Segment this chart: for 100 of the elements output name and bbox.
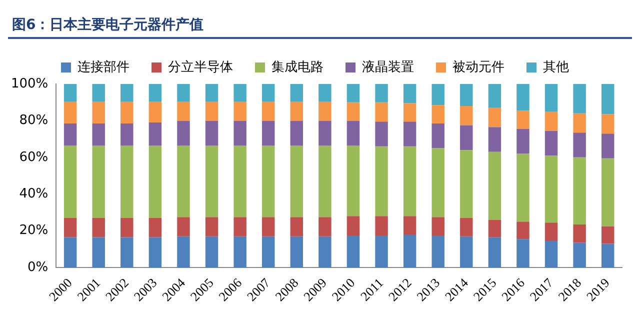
bar bbox=[262, 236, 275, 268]
bar bbox=[601, 134, 614, 158]
bar bbox=[290, 120, 304, 146]
bar bbox=[64, 84, 77, 102]
bar bbox=[488, 108, 502, 128]
bar bbox=[290, 236, 304, 268]
bar bbox=[148, 84, 162, 102]
bar bbox=[346, 102, 360, 121]
legend-label: 集成电路 bbox=[272, 60, 324, 75]
bar bbox=[318, 236, 332, 268]
bar bbox=[346, 146, 360, 216]
bar bbox=[148, 101, 162, 123]
bar bbox=[120, 146, 134, 218]
bar bbox=[177, 120, 190, 146]
bar bbox=[432, 84, 444, 106]
bar bbox=[601, 244, 614, 268]
bar bbox=[92, 237, 105, 268]
bar bbox=[234, 120, 246, 146]
bar bbox=[544, 156, 558, 223]
bar bbox=[205, 146, 218, 218]
bar bbox=[234, 101, 246, 121]
bar bbox=[516, 84, 530, 111]
bar bbox=[205, 84, 218, 102]
bar bbox=[375, 84, 388, 102]
bar bbox=[573, 224, 586, 243]
legend-label: 液晶装置 bbox=[362, 60, 414, 75]
bar bbox=[488, 127, 502, 152]
bar bbox=[148, 146, 162, 218]
bar bbox=[234, 236, 246, 268]
bar bbox=[573, 113, 586, 133]
bar bbox=[544, 84, 558, 112]
bar bbox=[318, 120, 332, 146]
bar bbox=[516, 222, 530, 240]
bar bbox=[516, 110, 530, 129]
y-tick-label: 20% bbox=[19, 223, 48, 238]
y-tick-label: 60% bbox=[19, 150, 48, 165]
bar bbox=[290, 101, 304, 121]
bar bbox=[234, 217, 246, 236]
bar bbox=[148, 237, 162, 268]
bar bbox=[403, 146, 416, 216]
bar bbox=[234, 146, 246, 218]
bar bbox=[205, 217, 218, 236]
bar bbox=[460, 236, 473, 268]
bar bbox=[488, 220, 502, 238]
bar bbox=[318, 101, 332, 121]
bar bbox=[403, 234, 416, 268]
bar bbox=[346, 120, 360, 146]
bar bbox=[573, 157, 586, 224]
bar bbox=[177, 146, 190, 218]
bar bbox=[432, 105, 444, 124]
bar bbox=[92, 146, 105, 218]
bar bbox=[544, 130, 558, 156]
y-tick-label: 100% bbox=[10, 76, 48, 92]
bar bbox=[290, 84, 304, 102]
bar bbox=[403, 122, 416, 146]
legend-label: 被动元件 bbox=[452, 60, 504, 75]
bar bbox=[346, 235, 360, 268]
bar bbox=[205, 101, 218, 121]
bar bbox=[488, 237, 502, 268]
bar bbox=[92, 218, 105, 238]
bar bbox=[64, 146, 77, 218]
bar bbox=[403, 216, 416, 235]
bar bbox=[346, 84, 360, 102]
bar bbox=[64, 123, 77, 146]
bar bbox=[432, 148, 444, 218]
bar bbox=[177, 101, 190, 121]
bar bbox=[64, 237, 77, 268]
bar bbox=[544, 222, 558, 241]
bar bbox=[516, 154, 530, 222]
bar bbox=[601, 158, 614, 226]
bar bbox=[432, 217, 444, 236]
y-tick-label: 0% bbox=[28, 260, 48, 275]
bar bbox=[432, 235, 444, 268]
bar bbox=[601, 84, 614, 114]
bar bbox=[262, 101, 275, 121]
bar bbox=[460, 84, 473, 106]
bar bbox=[177, 217, 190, 236]
bar bbox=[120, 101, 134, 124]
bar bbox=[64, 218, 77, 238]
bar bbox=[262, 217, 275, 236]
bar bbox=[544, 112, 558, 131]
bar bbox=[290, 217, 304, 236]
bar bbox=[64, 101, 77, 124]
bar bbox=[205, 120, 218, 146]
bar bbox=[205, 236, 218, 268]
bar bbox=[488, 152, 502, 220]
bar bbox=[318, 146, 332, 218]
bar bbox=[375, 146, 388, 216]
bar bbox=[290, 146, 304, 218]
bar bbox=[318, 217, 332, 236]
bar bbox=[92, 101, 105, 124]
bar bbox=[375, 122, 388, 146]
bar bbox=[601, 114, 614, 134]
bar bbox=[573, 84, 586, 114]
bar bbox=[544, 240, 558, 268]
bar bbox=[403, 103, 416, 122]
bar bbox=[177, 236, 190, 268]
bar bbox=[120, 84, 134, 102]
bar bbox=[262, 146, 275, 218]
bar bbox=[318, 84, 332, 102]
